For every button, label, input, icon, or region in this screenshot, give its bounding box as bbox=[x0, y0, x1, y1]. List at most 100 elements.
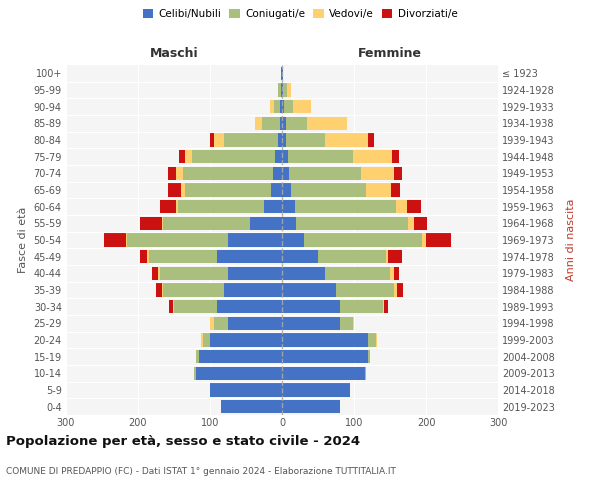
Bar bbox=[278, 134, 282, 146]
Bar bbox=[192, 150, 275, 164]
Bar bbox=[365, 366, 366, 380]
Bar bbox=[210, 316, 214, 330]
Bar bbox=[210, 134, 214, 146]
Bar bbox=[221, 400, 282, 413]
Bar bbox=[140, 250, 148, 264]
Bar bbox=[282, 366, 365, 380]
Bar bbox=[284, 100, 293, 114]
Bar bbox=[210, 384, 282, 396]
Bar bbox=[282, 134, 286, 146]
Bar bbox=[228, 316, 282, 330]
Bar bbox=[282, 116, 286, 130]
Bar bbox=[196, 366, 282, 380]
Bar bbox=[228, 266, 282, 280]
Bar bbox=[282, 66, 283, 80]
Bar bbox=[173, 300, 174, 314]
Bar bbox=[295, 200, 396, 213]
Bar bbox=[176, 166, 184, 180]
Bar bbox=[282, 284, 336, 296]
Bar bbox=[281, 66, 282, 80]
Bar bbox=[156, 284, 162, 296]
Bar bbox=[280, 116, 282, 130]
Bar bbox=[384, 300, 388, 314]
Bar bbox=[278, 84, 281, 96]
Bar bbox=[250, 216, 282, 230]
Bar bbox=[202, 334, 203, 346]
Bar bbox=[282, 350, 368, 364]
Bar bbox=[368, 134, 374, 146]
Bar bbox=[394, 166, 402, 180]
Bar bbox=[282, 84, 283, 96]
Bar bbox=[386, 250, 388, 264]
Bar bbox=[282, 150, 288, 164]
Bar bbox=[282, 250, 318, 264]
Bar bbox=[271, 100, 274, 114]
Bar bbox=[196, 350, 199, 364]
Text: Maschi: Maschi bbox=[149, 47, 199, 60]
Bar bbox=[224, 284, 282, 296]
Bar bbox=[304, 234, 422, 246]
Bar bbox=[162, 284, 163, 296]
Bar bbox=[126, 234, 127, 246]
Bar bbox=[160, 266, 228, 280]
Bar bbox=[179, 150, 185, 164]
Bar bbox=[383, 300, 384, 314]
Bar bbox=[397, 284, 403, 296]
Bar bbox=[163, 284, 224, 296]
Bar bbox=[280, 100, 282, 114]
Bar bbox=[394, 266, 400, 280]
Bar bbox=[414, 216, 427, 230]
Bar bbox=[282, 184, 290, 196]
Bar bbox=[282, 100, 284, 114]
Bar bbox=[289, 166, 361, 180]
Bar bbox=[152, 266, 158, 280]
Bar bbox=[325, 134, 368, 146]
Bar bbox=[149, 250, 217, 264]
Bar bbox=[318, 250, 386, 264]
Bar bbox=[290, 184, 366, 196]
Bar bbox=[282, 300, 340, 314]
Bar bbox=[174, 300, 217, 314]
Bar bbox=[194, 366, 196, 380]
Bar bbox=[391, 184, 400, 196]
Bar bbox=[368, 350, 370, 364]
Bar bbox=[353, 150, 392, 164]
Bar bbox=[336, 284, 394, 296]
Bar bbox=[169, 300, 173, 314]
Bar bbox=[181, 184, 185, 196]
Bar bbox=[288, 150, 353, 164]
Bar bbox=[282, 234, 304, 246]
Bar bbox=[185, 184, 271, 196]
Bar bbox=[271, 184, 282, 196]
Bar bbox=[394, 284, 397, 296]
Bar bbox=[282, 166, 289, 180]
Text: Femmine: Femmine bbox=[358, 47, 422, 60]
Bar bbox=[224, 134, 278, 146]
Bar bbox=[163, 216, 250, 230]
Bar bbox=[282, 334, 368, 346]
Bar bbox=[287, 84, 290, 96]
Bar bbox=[408, 216, 414, 230]
Bar bbox=[392, 150, 400, 164]
Bar bbox=[160, 200, 176, 213]
Bar bbox=[307, 116, 347, 130]
Bar bbox=[158, 266, 160, 280]
Y-axis label: Fasce di età: Fasce di età bbox=[18, 207, 28, 273]
Bar bbox=[262, 116, 280, 130]
Bar bbox=[168, 184, 181, 196]
Bar bbox=[274, 100, 280, 114]
Bar bbox=[407, 200, 421, 213]
Bar bbox=[275, 150, 282, 164]
Bar bbox=[282, 200, 295, 213]
Bar bbox=[353, 316, 354, 330]
Bar bbox=[366, 184, 391, 196]
Bar bbox=[282, 384, 350, 396]
Bar bbox=[286, 134, 325, 146]
Bar bbox=[214, 316, 228, 330]
Bar bbox=[185, 150, 192, 164]
Bar bbox=[296, 216, 408, 230]
Bar bbox=[203, 334, 210, 346]
Bar bbox=[217, 250, 282, 264]
Bar bbox=[426, 234, 451, 246]
Bar bbox=[214, 134, 224, 146]
